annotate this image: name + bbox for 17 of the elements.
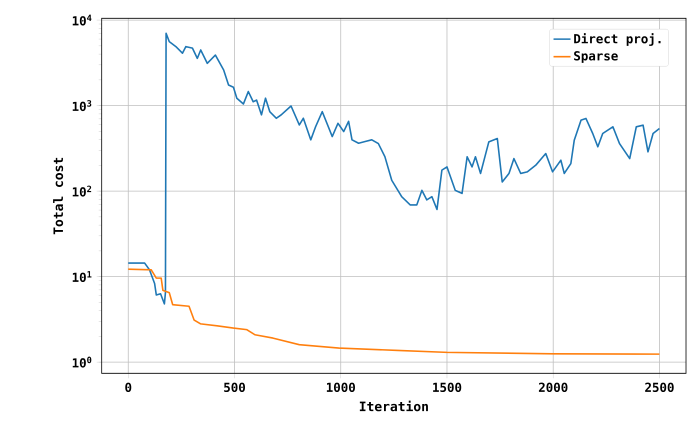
line-series bbox=[127, 268, 660, 355]
legend-label: Sparse bbox=[574, 51, 618, 63]
x-tick-label: 1000 bbox=[326, 382, 355, 392]
legend-label: Direct proj. bbox=[574, 33, 661, 46]
x-tick-label: 1500 bbox=[433, 382, 462, 392]
x-tick-label: 2500 bbox=[645, 382, 674, 392]
y-tick-label: 10$^{0}$ bbox=[72, 356, 92, 368]
y-axis-title: Total cost bbox=[53, 158, 64, 234]
line-series bbox=[127, 32, 660, 305]
y-tick-label: 10$^{3}$ bbox=[72, 100, 92, 112]
y-tick-label: 10$^{1}$ bbox=[72, 271, 92, 282]
x-tick-label: 500 bbox=[224, 382, 245, 392]
x-tick-label: 0 bbox=[125, 382, 132, 392]
x-tick-label: 2000 bbox=[538, 382, 568, 392]
x-axis-title: Iteration bbox=[360, 400, 428, 412]
y-tick-label: 10$^{2}$ bbox=[72, 186, 92, 197]
y-tick-label: 10$^{4}$ bbox=[72, 14, 92, 26]
